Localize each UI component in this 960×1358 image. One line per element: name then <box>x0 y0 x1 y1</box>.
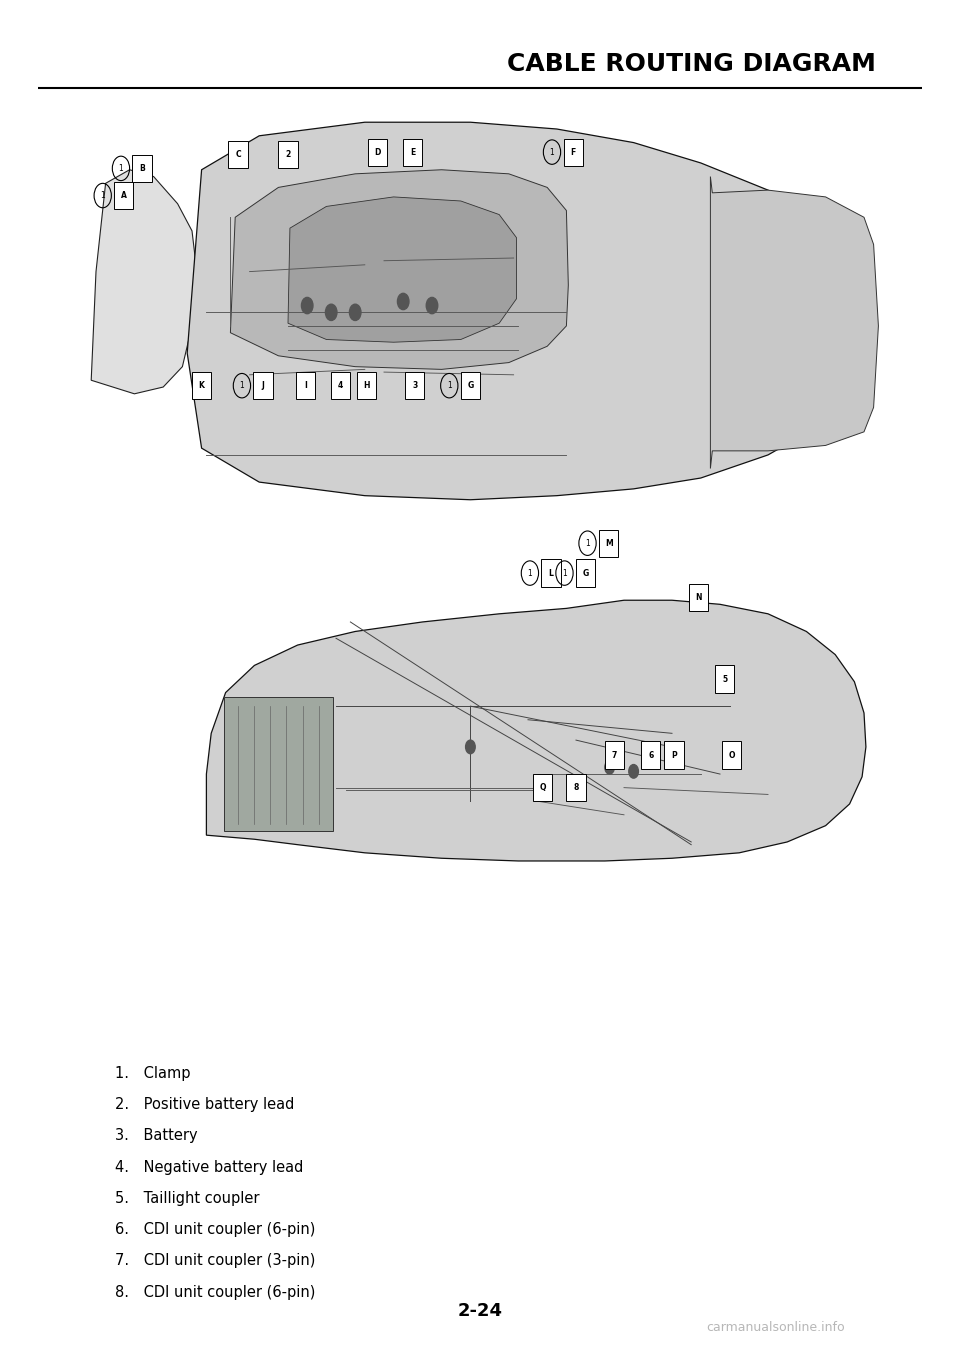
Text: 4: 4 <box>338 382 344 390</box>
FancyBboxPatch shape <box>132 155 152 182</box>
Circle shape <box>349 304 361 320</box>
Text: E: E <box>410 148 416 156</box>
FancyBboxPatch shape <box>461 372 480 399</box>
Text: L: L <box>548 569 554 577</box>
Text: 1: 1 <box>240 382 244 390</box>
FancyBboxPatch shape <box>541 559 561 587</box>
Circle shape <box>426 297 438 314</box>
FancyBboxPatch shape <box>114 182 133 209</box>
FancyBboxPatch shape <box>722 741 741 769</box>
FancyBboxPatch shape <box>405 372 424 399</box>
FancyBboxPatch shape <box>715 665 734 693</box>
FancyBboxPatch shape <box>664 741 684 769</box>
FancyBboxPatch shape <box>605 741 624 769</box>
Polygon shape <box>187 122 869 500</box>
Text: A: A <box>121 191 127 200</box>
Text: carmanualsonline.info: carmanualsonline.info <box>707 1320 845 1334</box>
Circle shape <box>629 765 638 778</box>
FancyBboxPatch shape <box>331 372 350 399</box>
Polygon shape <box>230 170 568 369</box>
Text: 1: 1 <box>563 569 566 577</box>
Circle shape <box>325 304 337 320</box>
Text: D: D <box>374 148 380 156</box>
FancyBboxPatch shape <box>296 372 315 399</box>
FancyBboxPatch shape <box>566 774 586 801</box>
Text: 6. CDI unit coupler (6-pin): 6. CDI unit coupler (6-pin) <box>115 1222 316 1237</box>
Text: B: B <box>139 164 145 172</box>
FancyBboxPatch shape <box>403 139 422 166</box>
Text: 4. Negative battery lead: 4. Negative battery lead <box>115 1160 303 1175</box>
Text: 7. CDI unit coupler (3-pin): 7. CDI unit coupler (3-pin) <box>115 1253 316 1268</box>
FancyBboxPatch shape <box>576 559 595 587</box>
Text: 1: 1 <box>586 539 589 547</box>
Text: 8: 8 <box>573 784 579 792</box>
FancyBboxPatch shape <box>599 530 618 557</box>
Text: CABLE ROUTING DIAGRAM: CABLE ROUTING DIAGRAM <box>507 52 876 76</box>
Text: 7: 7 <box>612 751 617 759</box>
FancyBboxPatch shape <box>278 141 298 168</box>
Polygon shape <box>710 177 878 469</box>
Text: 2. Positive battery lead: 2. Positive battery lead <box>115 1097 295 1112</box>
FancyBboxPatch shape <box>192 372 211 399</box>
Text: 2-24: 2-24 <box>458 1302 502 1320</box>
FancyBboxPatch shape <box>224 697 333 831</box>
FancyBboxPatch shape <box>228 141 248 168</box>
Text: 1: 1 <box>528 569 532 577</box>
Text: 3. Battery: 3. Battery <box>115 1128 198 1143</box>
Text: 1: 1 <box>550 148 554 156</box>
Text: I: I <box>304 382 306 390</box>
Text: Q: Q <box>540 784 545 792</box>
FancyBboxPatch shape <box>641 741 660 769</box>
Text: M: M <box>605 539 612 547</box>
FancyBboxPatch shape <box>533 774 552 801</box>
Circle shape <box>397 293 409 310</box>
Text: 6: 6 <box>648 751 654 759</box>
Polygon shape <box>91 170 197 394</box>
Text: N: N <box>696 593 702 602</box>
Text: H: H <box>364 382 370 390</box>
Text: 1. Clamp: 1. Clamp <box>115 1066 191 1081</box>
Text: P: P <box>671 751 677 759</box>
Text: O: O <box>729 751 734 759</box>
Text: 2: 2 <box>285 151 291 159</box>
Text: G: G <box>583 569 588 577</box>
Polygon shape <box>288 197 516 342</box>
Text: F: F <box>570 148 576 156</box>
Text: 5. Taillight coupler: 5. Taillight coupler <box>115 1191 260 1206</box>
FancyBboxPatch shape <box>368 139 387 166</box>
Text: 8. CDI unit coupler (6-pin): 8. CDI unit coupler (6-pin) <box>115 1285 316 1300</box>
Circle shape <box>301 297 313 314</box>
Text: J: J <box>262 382 264 390</box>
Text: 5: 5 <box>722 675 728 683</box>
Circle shape <box>605 760 614 774</box>
Polygon shape <box>206 600 866 861</box>
Text: 1: 1 <box>119 164 123 172</box>
Circle shape <box>466 740 475 754</box>
FancyBboxPatch shape <box>689 584 708 611</box>
Text: K: K <box>199 382 204 390</box>
Text: G: G <box>468 382 473 390</box>
Text: 1: 1 <box>447 382 451 390</box>
FancyBboxPatch shape <box>357 372 376 399</box>
Text: C: C <box>235 151 241 159</box>
FancyBboxPatch shape <box>253 372 273 399</box>
Text: 1: 1 <box>101 191 105 200</box>
Text: 3: 3 <box>412 382 418 390</box>
FancyBboxPatch shape <box>564 139 583 166</box>
